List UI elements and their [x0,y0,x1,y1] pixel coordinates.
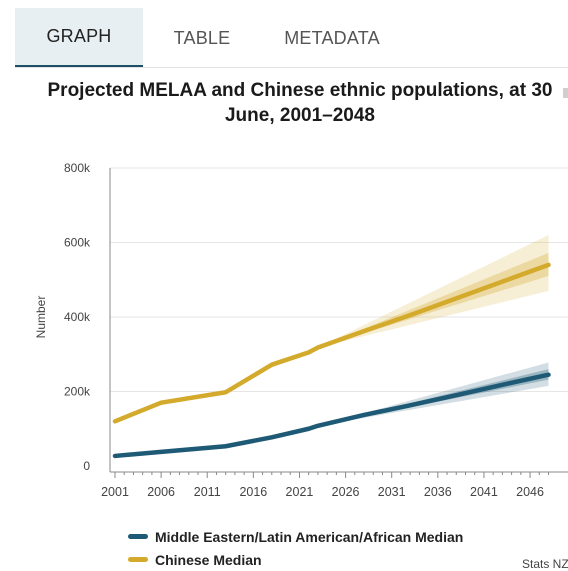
y-tick-label: 200k [64,385,91,399]
series-0-band-inner [317,369,549,426]
legend-label-melaa: Middle Eastern/Latin American/African Me… [155,528,464,545]
tab-bar-divider [15,67,568,68]
x-tick-label: 2006 [147,485,175,499]
legend-swatch-melaa [128,534,148,539]
series-line-1[interactable] [112,262,551,424]
x-tick-label: 2001 [101,485,129,499]
x-tick-label: 2021 [286,485,314,499]
y-tick-label: 600k [64,236,91,250]
x-tick-label: 2016 [239,485,267,499]
tab-graph[interactable]: GRAPH [15,8,143,68]
legend-swatch-chinese [128,557,148,562]
x-tick-label: 2011 [194,485,221,499]
legend: Middle Eastern/Latin American/African Me… [128,525,463,571]
y-axis-label: Number [34,296,48,339]
series-0-band-outer [317,362,549,426]
y-tick-label: 0 [83,459,90,473]
chart-title: Projected MELAA and Chinese ethnic popul… [47,80,553,126]
tab-table[interactable]: TABLE [173,27,231,48]
source-credit: Stats NZ [522,557,568,571]
y-tick-label: 400k [64,310,91,324]
series-1-band-outer [317,235,549,348]
x-tick-label: 2031 [378,485,406,499]
x-tick-label: 2041 [470,485,498,499]
legend-label-chinese: Chinese Median [155,551,262,568]
series-1-band-inner [317,252,549,348]
tab-bar: GRAPH TABLE METADATA [15,8,568,68]
x-tick-label: 2036 [424,485,452,499]
chart-menu-icon[interactable] [563,88,568,98]
tab-metadata[interactable]: METADATA [284,27,380,48]
x-tick-label: 2026 [332,485,360,499]
x-tick-label: 2046 [516,485,544,499]
y-tick-label: 800k [64,161,91,175]
legend-item-melaa[interactable]: Middle Eastern/Latin American/African Me… [128,525,463,548]
legend-item-chinese[interactable]: Chinese Median [128,548,463,571]
line-chart: 0 200k 400k 600k 800k 2001 2006 2011 2016 2021 202… [34,161,568,499]
series-line-0[interactable] [112,372,551,459]
